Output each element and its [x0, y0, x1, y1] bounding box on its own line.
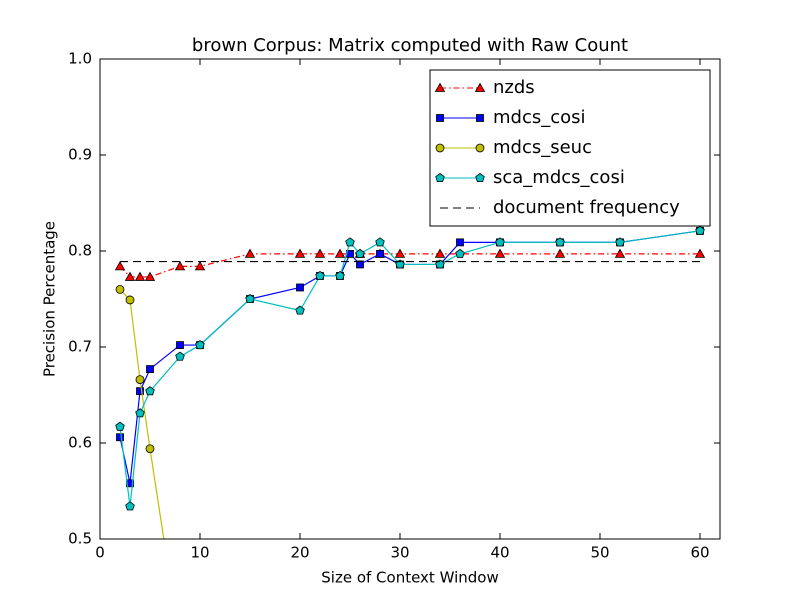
marker	[146, 365, 154, 373]
marker	[695, 225, 705, 235]
legend: nzds mdcs_cosi mdcs_seuc sca_mdcs_cosidocum…	[429, 69, 711, 227]
marker	[135, 375, 145, 385]
series-line	[119, 230, 701, 507]
x-tick-label: 40	[490, 544, 509, 562]
y-tick-label: 0.5	[68, 530, 92, 548]
marker	[355, 248, 365, 258]
marker	[375, 237, 385, 247]
marker	[494, 248, 506, 258]
marker	[295, 305, 305, 315]
x-tick-label: 30	[390, 544, 409, 562]
legend-label: nzds	[493, 77, 535, 98]
marker	[554, 248, 566, 258]
y-axis-label: Precision Percentage	[41, 221, 59, 377]
marker	[334, 248, 346, 258]
legend-label: mdcs_cosi	[493, 107, 586, 128]
marker	[475, 173, 485, 183]
plot-area	[114, 225, 706, 539]
marker	[436, 114, 444, 122]
marker	[345, 237, 355, 247]
chart-title: brown Corpus: Matrix computed with Raw C…	[192, 35, 628, 56]
marker	[115, 284, 125, 294]
marker	[294, 248, 306, 258]
marker	[144, 271, 156, 281]
x-tick-label: 10	[190, 544, 209, 562]
marker	[456, 238, 464, 247]
marker	[356, 260, 364, 269]
marker	[455, 248, 465, 258]
series-line	[119, 230, 701, 484]
marker	[555, 237, 565, 247]
marker	[315, 270, 325, 281]
legend-label: sca_mdcs_cosi	[493, 167, 625, 188]
marker	[314, 248, 326, 258]
y-tick-label: 0.9	[68, 146, 92, 164]
marker	[245, 294, 255, 304]
plot-frame	[99, 58, 721, 540]
marker	[194, 261, 206, 271]
marker	[195, 340, 205, 350]
y-tick-label: 0.7	[68, 338, 92, 356]
y-tick-label: 1.0	[68, 50, 92, 68]
marker	[116, 433, 124, 442]
marker	[114, 261, 126, 271]
marker	[135, 408, 145, 418]
marker	[125, 295, 135, 305]
y-tick-label: 0.6	[68, 434, 92, 452]
marker	[435, 143, 445, 153]
marker	[434, 82, 446, 92]
marker	[145, 386, 155, 396]
x-tick-label: 20	[290, 544, 309, 562]
marker	[495, 237, 505, 247]
marker	[614, 248, 626, 258]
marker	[435, 173, 445, 183]
marker	[145, 444, 155, 454]
marker	[136, 387, 144, 396]
marker	[296, 283, 304, 292]
x-tick-label: 60	[690, 544, 709, 562]
marker	[474, 82, 486, 92]
marker	[476, 114, 484, 122]
marker	[115, 421, 125, 431]
marker	[176, 341, 184, 349]
marker	[124, 271, 136, 281]
marker	[335, 270, 345, 281]
x-tick-label: 0	[95, 544, 105, 562]
marker	[244, 248, 256, 258]
marker	[174, 261, 186, 271]
x-axis-label: Size of Context Window	[321, 569, 498, 587]
marker	[376, 249, 384, 258]
x-tick-label: 50	[590, 544, 609, 562]
marker	[475, 143, 485, 153]
marker	[134, 271, 146, 281]
marker	[615, 237, 625, 247]
marker	[694, 248, 706, 258]
marker	[125, 501, 135, 511]
legend-label: document frequency	[493, 197, 680, 218]
legend-label: mdcs_seuc	[493, 137, 592, 158]
marker	[175, 351, 185, 361]
marker	[434, 248, 446, 258]
marker	[394, 248, 406, 258]
y-tick-label: 0.8	[68, 242, 92, 260]
marker	[126, 479, 134, 488]
